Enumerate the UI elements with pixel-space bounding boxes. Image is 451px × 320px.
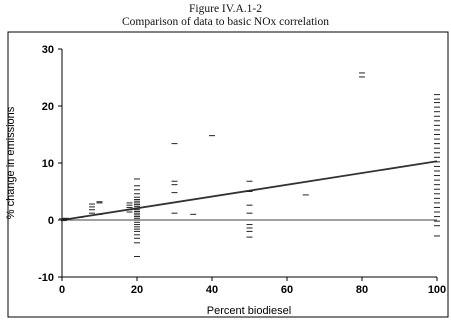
axes: -10 0 10 20 30 0 20 40 60 80 100 [38, 44, 446, 296]
y-tick-label: 10 [42, 158, 54, 170]
figure-subtitle: Comparison of data to basic NOx correlat… [122, 16, 329, 28]
trend-line [61, 160, 438, 221]
data-layer [59, 72, 440, 257]
x-tick-label: 20 [131, 284, 143, 296]
y-tick-label: -10 [38, 272, 54, 284]
figure-title: Figure IV.A.1-2 [189, 3, 262, 15]
y-axis-label: % change in emissions [5, 106, 17, 219]
x-tick-label: 40 [206, 284, 218, 296]
x-tick-label: 60 [281, 284, 293, 296]
x-tick-label: 0 [59, 284, 65, 296]
x-axis-label: Percent biodiesel [207, 305, 291, 317]
chart-border [7, 31, 449, 318]
x-tick-label: 80 [356, 284, 368, 296]
y-tick-label: 0 [48, 215, 54, 227]
y-tick-label: 30 [42, 44, 54, 56]
y-tick-label: 20 [42, 101, 54, 113]
x-tick-label: 100 [428, 284, 446, 296]
